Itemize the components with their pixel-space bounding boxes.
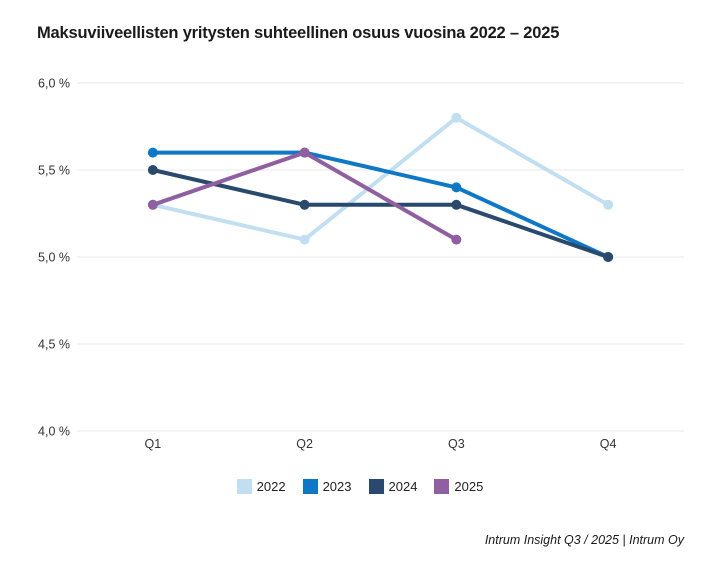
x-tick-label: Q3: [448, 437, 465, 451]
legend-label: 2025: [454, 479, 484, 494]
data-point-2024-Q1: [147, 165, 158, 175]
data-point-2024-Q3: [451, 199, 462, 210]
data-point-2022-Q2: [299, 234, 310, 245]
legend-swatch-2022: [236, 479, 252, 494]
data-point-2024-Q2: [299, 199, 310, 210]
legend-item-2022: 2022: [236, 479, 286, 494]
legend-swatch-2023: [302, 479, 318, 494]
chart-title: Maksuviiveellisten yritysten suhteelline…: [37, 24, 560, 42]
y-tick-label: 4,5 %: [38, 337, 70, 351]
legend-item-2025: 2025: [434, 479, 483, 494]
legend-item-2024: 2024: [368, 479, 418, 494]
y-tick-label: 5,5 %: [38, 163, 70, 177]
data-point-2022-Q3: [451, 112, 462, 123]
series-line-2024: [150, 168, 611, 259]
x-tick-label: Q2: [296, 437, 313, 451]
legend-label: 2022: [256, 479, 286, 494]
series-line-2025: [150, 150, 459, 242]
series-line-2022: [150, 115, 611, 242]
legend-label: 2023: [322, 479, 352, 494]
legend-label: 2024: [388, 479, 418, 494]
x-tick-label: Q1: [145, 437, 162, 451]
data-point-2025-Q2: [299, 147, 310, 158]
x-tick-label: Q4: [600, 437, 617, 451]
data-point-2024-Q4: [603, 252, 614, 262]
legend-swatch-2025: [434, 479, 450, 494]
data-point-2022-Q4: [603, 199, 614, 210]
data-point-2023-Q3: [451, 182, 462, 193]
legend-swatch-2024: [368, 479, 384, 494]
chart-legend: 2022 2023 2024 2025: [0, 479, 720, 494]
y-tick-label: 4,0 %: [38, 424, 70, 438]
series-line-2023: [150, 150, 611, 259]
source-caption: Intrum Insight Q3 / 2025 | Intrum Oy: [484, 533, 684, 547]
data-point-2025-Q3: [451, 234, 462, 245]
legend-item-2023: 2023: [302, 479, 352, 494]
data-point-2025-Q1: [147, 199, 158, 210]
data-point-2023-Q1: [147, 147, 158, 158]
y-tick-label: 5,0 %: [38, 250, 70, 264]
y-tick-label: 6,0 %: [38, 76, 70, 90]
